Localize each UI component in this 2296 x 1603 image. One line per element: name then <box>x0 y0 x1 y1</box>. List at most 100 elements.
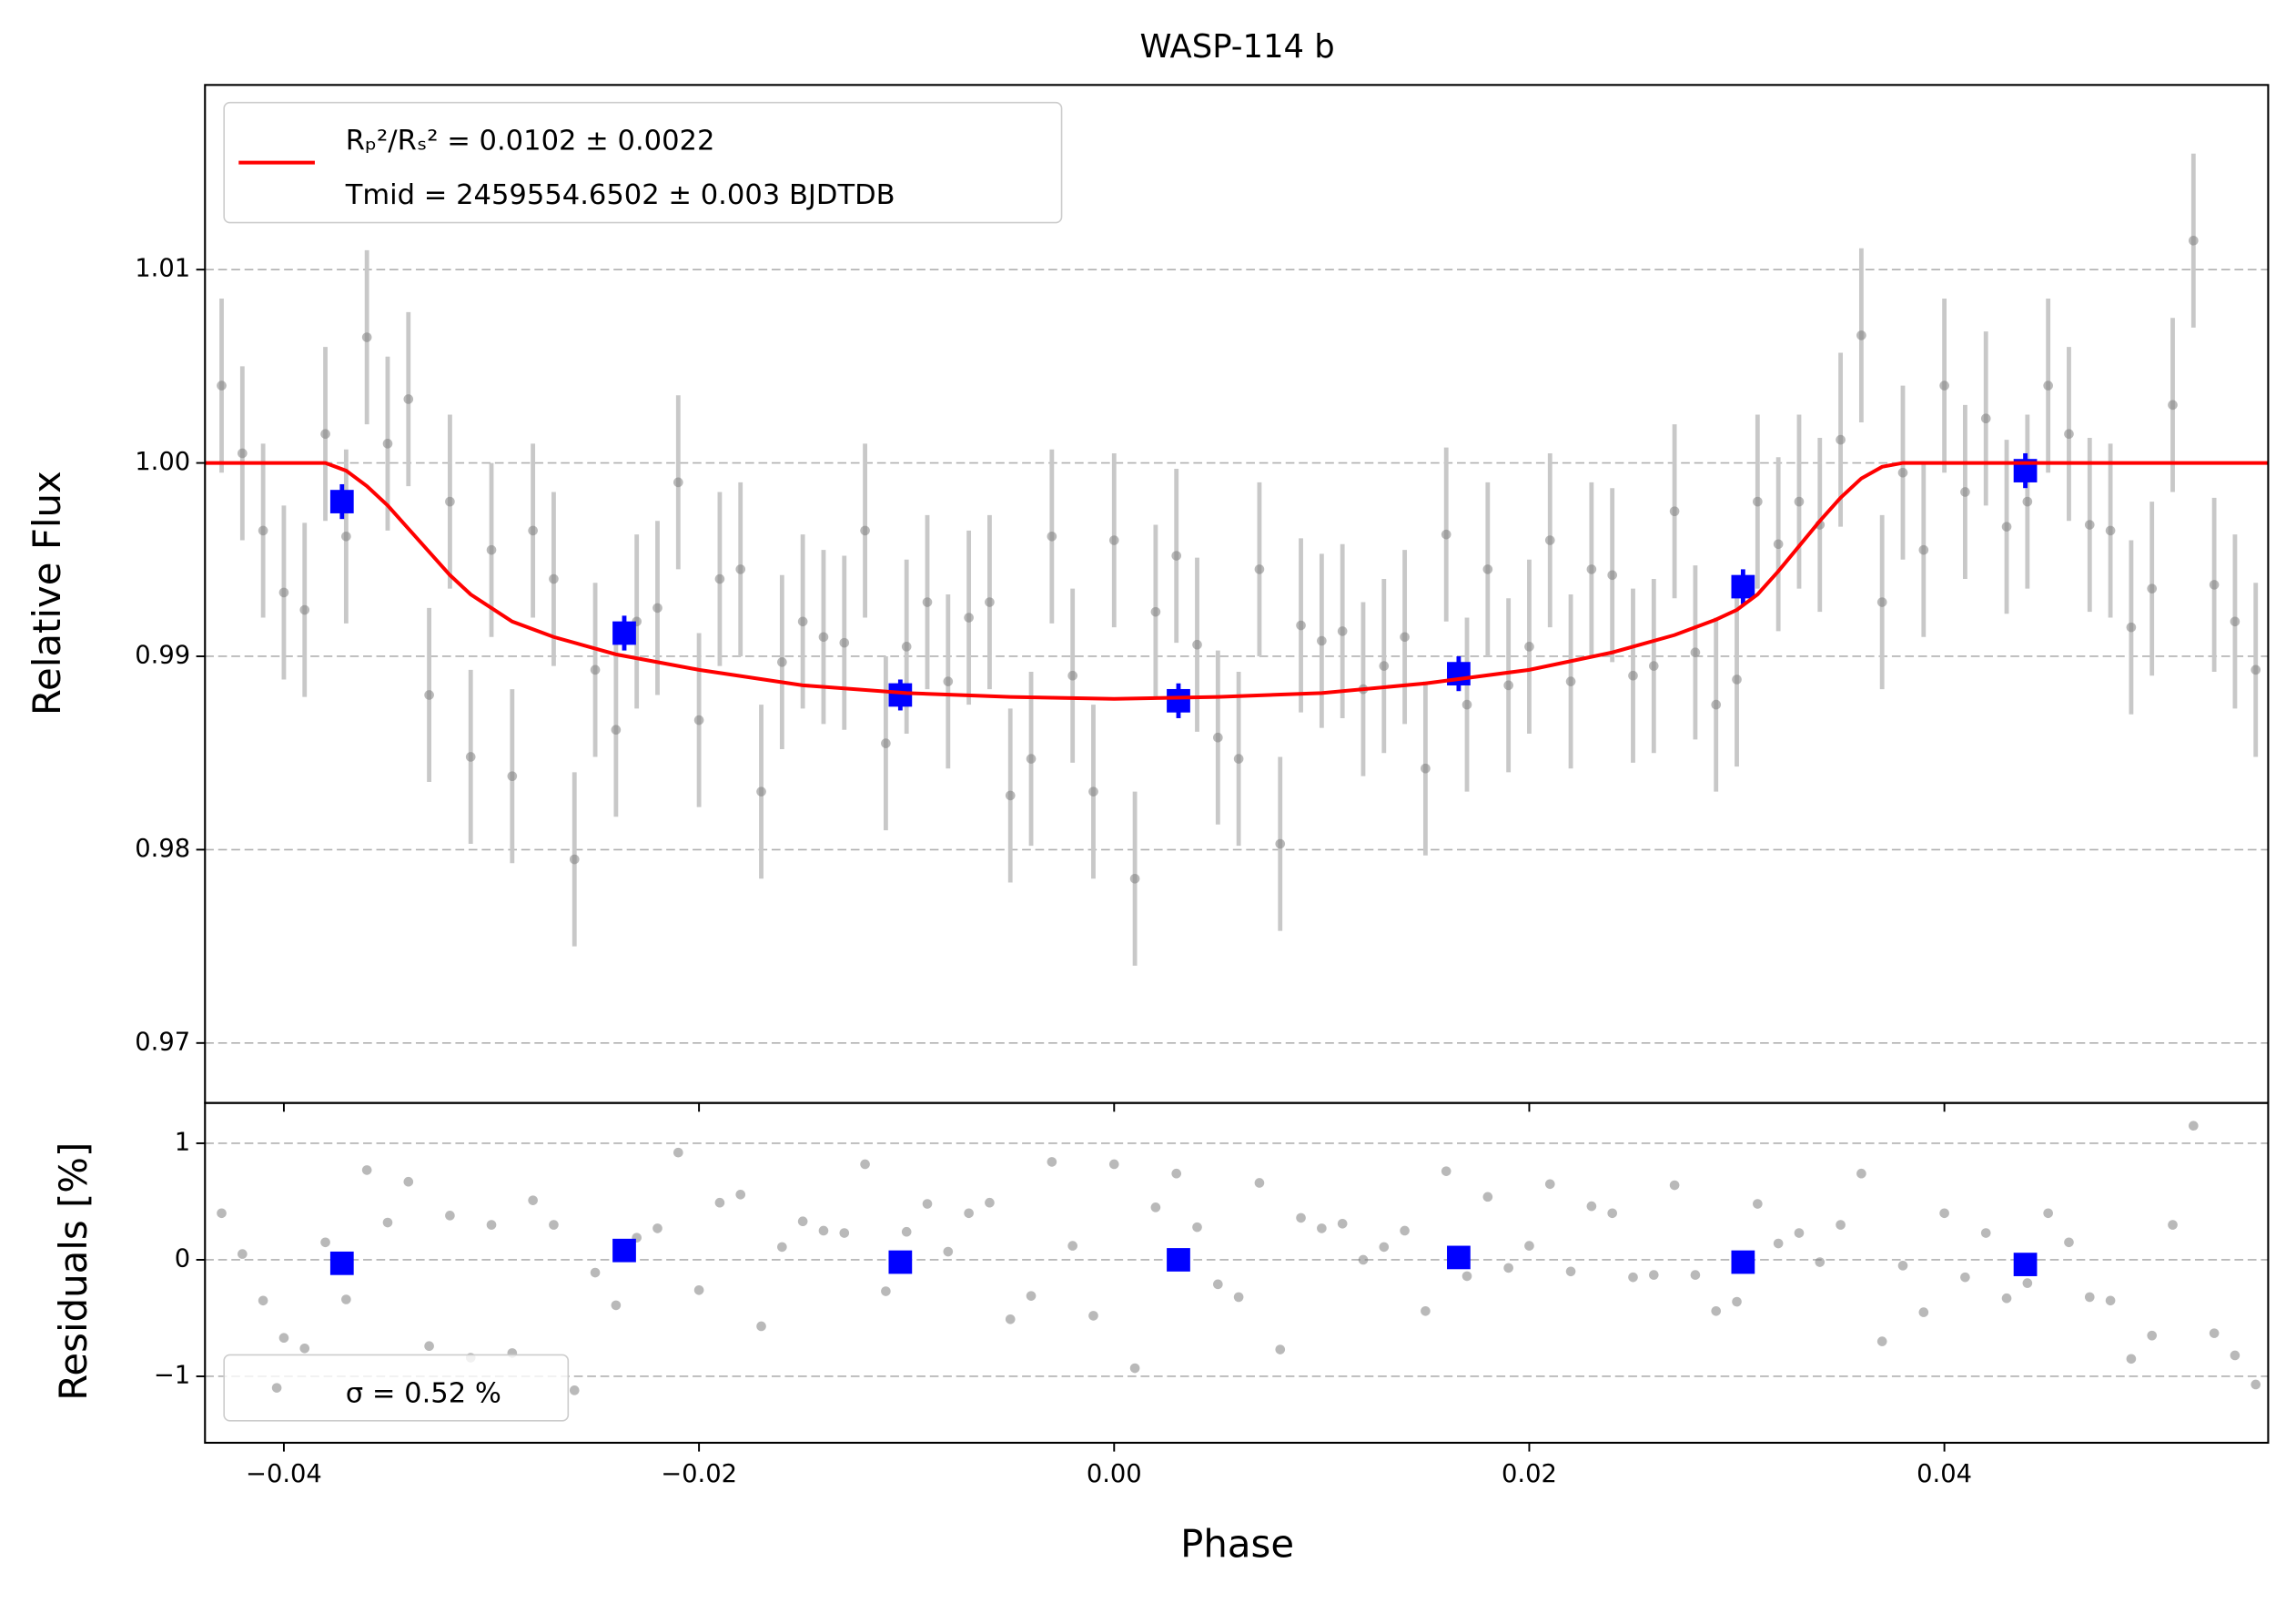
data-point <box>964 613 974 623</box>
data-point <box>1876 1336 1887 1346</box>
data-point <box>797 616 808 627</box>
data-point <box>1171 1168 1182 1179</box>
data-point <box>486 1220 497 1230</box>
y-axis-label: Residuals [%] <box>51 1142 96 1401</box>
data-point <box>1918 544 1929 555</box>
binned-point <box>888 1250 913 1274</box>
y-tick-label: −1 <box>154 1361 190 1389</box>
data-point <box>1856 330 1866 340</box>
data-point <box>1690 647 1701 658</box>
data-point <box>1732 675 1742 685</box>
x-axis-label: Phase <box>1180 1522 1294 1567</box>
y-tick-label: 0 <box>175 1244 190 1273</box>
data-point <box>1233 754 1244 764</box>
data-point <box>943 676 954 686</box>
data-point <box>569 854 580 865</box>
legend-label: Tmid = 2459554.6502 ± 0.003 BJDTDB <box>345 179 895 211</box>
data-point <box>1773 1238 1784 1249</box>
data-point <box>777 1242 787 1253</box>
data-point <box>693 715 704 725</box>
data-point <box>818 1225 829 1236</box>
data-point <box>777 657 787 667</box>
legend-box <box>223 1354 570 1422</box>
data-point <box>2043 1208 2053 1219</box>
data-point <box>1628 1272 1638 1283</box>
data-point <box>1379 1242 1390 1253</box>
data-point <box>299 1343 310 1354</box>
data-point <box>507 771 518 781</box>
data-point <box>549 573 559 584</box>
data-point <box>1711 1305 1722 1316</box>
data-point <box>1753 496 1763 507</box>
data-point <box>1129 1363 1140 1374</box>
y-tick-label: 0.99 <box>135 641 190 669</box>
data-point <box>2209 1328 2220 1338</box>
data-point <box>1544 1179 1555 1190</box>
data-point <box>1067 1241 1077 1251</box>
data-point <box>1960 487 1970 497</box>
data-point <box>860 1159 870 1170</box>
data-point <box>797 1216 808 1227</box>
data-point <box>1005 790 1016 801</box>
legend-box <box>223 101 1063 224</box>
data-point <box>590 665 601 675</box>
data-point <box>2001 522 2012 532</box>
data-point <box>486 544 497 555</box>
data-point <box>943 1246 954 1257</box>
data-point <box>217 380 227 391</box>
data-point <box>1482 564 1493 574</box>
data-point <box>1503 1263 1513 1273</box>
data-point <box>1524 642 1534 652</box>
data-point <box>1897 467 1908 478</box>
x-tick-label: 0.04 <box>1917 1460 1972 1488</box>
data-point <box>1669 1180 1680 1191</box>
binned-point <box>1447 1245 1471 1270</box>
data-point <box>1150 606 1161 617</box>
data-point <box>901 1226 912 1237</box>
y-tick-label: 1.01 <box>135 255 190 283</box>
data-point <box>652 1223 663 1233</box>
data-point <box>922 597 933 607</box>
data-point <box>1296 620 1306 631</box>
chart-title: WASP-114 b <box>1140 28 1335 66</box>
data-point <box>2084 520 2095 530</box>
data-point <box>714 1197 725 1208</box>
data-point <box>1524 1241 1534 1251</box>
binned-point <box>2013 1253 2038 1276</box>
data-point <box>2084 1292 2095 1303</box>
data-point <box>1129 873 1140 884</box>
data-point <box>881 1286 891 1296</box>
data-point <box>424 1341 434 1352</box>
data-point <box>2064 429 2074 440</box>
plot-area <box>205 153 2269 1044</box>
data-point <box>673 1147 683 1158</box>
data-point <box>985 597 995 607</box>
data-point <box>1047 1157 1057 1167</box>
data-point <box>2230 1350 2240 1361</box>
data-point <box>445 496 455 507</box>
data-point <box>1753 1199 1763 1209</box>
data-point <box>1815 1257 1826 1267</box>
data-point <box>1441 529 1451 540</box>
plot-area <box>205 1121 2269 1395</box>
data-point <box>2209 580 2220 590</box>
data-point <box>1773 539 1784 550</box>
data-point <box>320 1237 330 1248</box>
data-point <box>1400 632 1410 643</box>
data-point <box>2022 1278 2033 1288</box>
x-tick-label: −0.02 <box>661 1460 737 1488</box>
data-point <box>1544 535 1555 545</box>
data-point <box>2022 496 2033 507</box>
data-point <box>860 525 870 536</box>
y-tick-label: 0.97 <box>135 1028 190 1056</box>
data-point <box>818 632 829 643</box>
data-point <box>424 690 434 700</box>
data-point <box>445 1211 455 1221</box>
data-point <box>756 786 766 796</box>
data-point <box>735 564 746 574</box>
data-point <box>278 1333 289 1344</box>
data-point <box>1358 1254 1369 1265</box>
data-point <box>1067 670 1077 681</box>
axes-frame <box>204 1101 2270 1445</box>
